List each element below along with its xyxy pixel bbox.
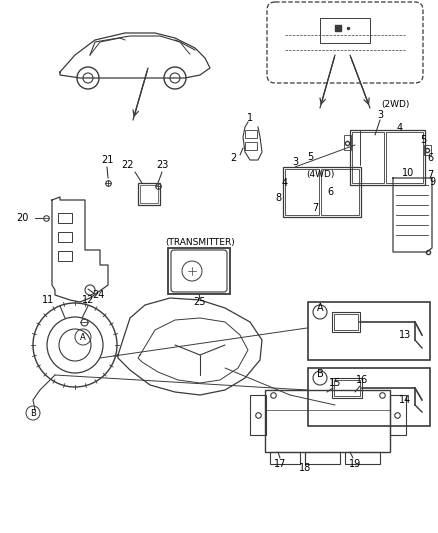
Bar [390,395,406,435]
Text: B: B [317,369,323,379]
Text: 3: 3 [377,110,383,120]
Bar [424,145,431,155]
Bar [58,232,72,242]
Text: 19: 19 [349,459,361,469]
Bar [350,130,425,185]
Text: 22: 22 [122,160,134,170]
Bar [352,132,384,183]
Text: A: A [80,333,86,342]
Text: (TRANSMITTER): (TRANSMITTER) [165,238,235,246]
Text: 21: 21 [101,155,113,165]
Bar [386,132,423,183]
Bar [334,314,358,330]
Text: 7: 7 [312,203,318,213]
Bar [285,169,319,215]
Text: 8: 8 [275,193,281,203]
Bar [245,130,257,138]
Bar [320,18,370,43]
Bar [332,378,362,398]
Bar [321,169,359,215]
Bar [138,183,160,205]
Text: A: A [317,303,323,313]
Text: 6: 6 [427,153,433,163]
Text: 6: 6 [327,187,333,197]
Text: 2: 2 [230,153,236,163]
Text: 9: 9 [429,177,435,187]
Text: 17: 17 [274,459,286,469]
Text: 5: 5 [307,152,313,162]
Bar [58,251,72,261]
Bar [332,312,360,332]
Bar [345,452,380,464]
Bar [308,302,430,360]
Text: 23: 23 [156,160,168,170]
Bar [250,395,266,435]
Text: 18: 18 [299,463,311,473]
Text: B: B [30,408,36,417]
Text: 4: 4 [282,178,288,188]
Text: 5: 5 [420,135,426,145]
Bar [308,368,430,426]
Bar [245,142,257,150]
Text: 7: 7 [427,170,433,180]
Text: 24: 24 [92,290,104,300]
Text: 15: 15 [329,378,341,388]
Bar [140,185,158,203]
Text: 14: 14 [399,395,411,405]
Text: 11: 11 [42,295,54,305]
Bar [344,135,351,150]
Text: 16: 16 [356,375,368,385]
Bar [305,452,340,464]
Bar [168,248,230,294]
Bar [58,213,72,223]
Text: 25: 25 [193,297,205,307]
Bar [334,380,360,396]
Text: (2WD): (2WD) [381,101,409,109]
Bar [270,452,300,464]
Text: 3: 3 [292,157,298,167]
Text: (4WD): (4WD) [306,171,334,180]
Bar [265,390,390,452]
Text: 20: 20 [16,213,28,223]
Text: 10: 10 [402,168,414,178]
Text: 1: 1 [247,113,253,123]
Text: 4: 4 [397,123,403,133]
Text: 12: 12 [82,295,94,305]
Bar [283,167,361,217]
Text: 13: 13 [399,330,411,340]
